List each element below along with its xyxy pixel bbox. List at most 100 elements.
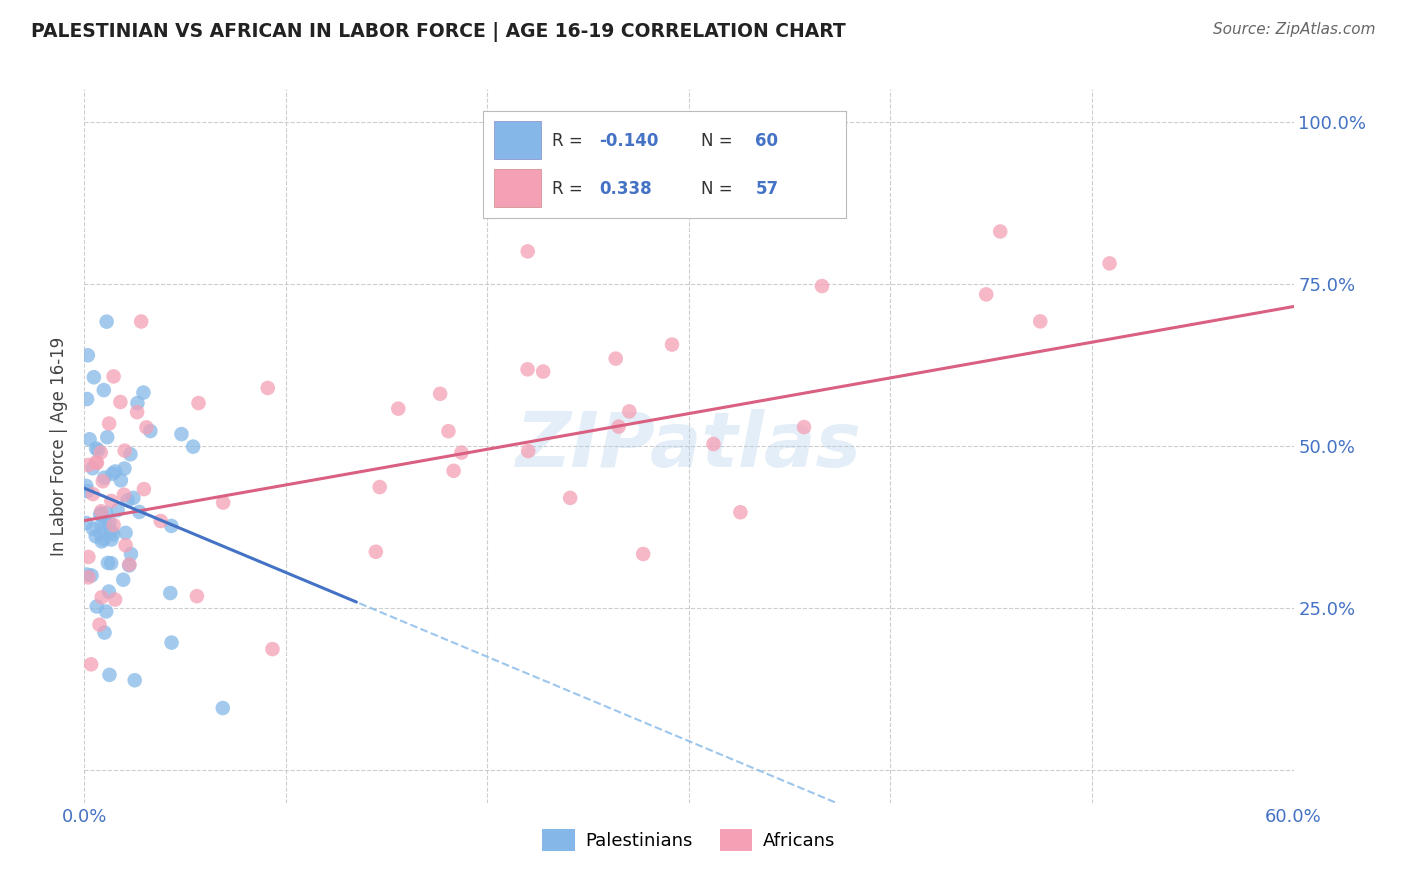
Palestinians	[75, 479, 97, 493]
Africans	[186, 589, 208, 603]
Palestinians	[97, 556, 120, 570]
Palestinians	[82, 522, 104, 536]
Palestinians	[118, 558, 141, 573]
Africans	[110, 395, 132, 409]
Palestinians	[98, 515, 121, 529]
Palestinians	[75, 516, 97, 530]
Palestinians	[112, 573, 135, 587]
Palestinians	[160, 635, 183, 649]
Africans	[103, 518, 125, 533]
Palestinians	[90, 518, 112, 533]
Africans	[104, 592, 127, 607]
Palestinians	[76, 484, 98, 499]
Africans	[89, 617, 111, 632]
Africans	[256, 381, 278, 395]
Africans	[90, 504, 112, 518]
Africans	[517, 444, 540, 458]
Africans	[114, 538, 136, 552]
Africans	[364, 545, 387, 559]
Africans	[811, 279, 834, 293]
Africans	[531, 365, 554, 379]
Palestinians	[90, 534, 112, 549]
Africans	[262, 642, 284, 657]
Africans	[129, 314, 152, 328]
Africans	[605, 351, 627, 366]
Africans	[100, 494, 122, 508]
Palestinians	[82, 461, 104, 475]
Palestinians	[127, 396, 149, 410]
Africans	[103, 369, 125, 384]
Palestinians	[128, 505, 150, 519]
Africans	[135, 420, 157, 434]
Africans	[429, 386, 451, 401]
Palestinians	[76, 348, 98, 362]
Palestinians	[100, 533, 122, 547]
Palestinians	[93, 471, 115, 485]
Palestinians	[122, 491, 145, 505]
Africans	[450, 445, 472, 459]
Africans	[82, 487, 104, 501]
Palestinians	[110, 474, 132, 488]
Africans	[114, 443, 136, 458]
Text: Source: ZipAtlas.com: Source: ZipAtlas.com	[1212, 22, 1375, 37]
Africans	[90, 591, 112, 605]
Palestinians	[97, 584, 120, 599]
Africans	[619, 404, 641, 418]
Palestinians	[139, 424, 162, 438]
Palestinians	[117, 493, 139, 508]
Africans	[187, 396, 209, 410]
Palestinians	[211, 701, 233, 715]
Africans	[118, 558, 141, 572]
Africans	[90, 445, 112, 459]
Palestinians	[90, 507, 112, 521]
Palestinians	[89, 508, 111, 522]
Africans	[443, 464, 465, 478]
Palestinians	[93, 625, 115, 640]
Africans	[98, 417, 121, 431]
Palestinians	[84, 529, 107, 543]
Africans	[661, 337, 683, 351]
Africans	[437, 424, 460, 438]
Text: ZIPatlas: ZIPatlas	[516, 409, 862, 483]
Africans	[793, 420, 815, 434]
Palestinians	[107, 503, 129, 517]
Palestinians	[96, 604, 118, 618]
Palestinians	[124, 673, 146, 688]
Africans	[84, 455, 107, 469]
Africans	[132, 482, 155, 496]
Palestinians	[114, 461, 136, 475]
Africans	[631, 547, 654, 561]
Africans	[91, 475, 114, 489]
Palestinians	[100, 524, 122, 539]
Legend: Palestinians, Africans: Palestinians, Africans	[534, 822, 844, 858]
Africans	[77, 549, 100, 564]
Palestinians	[120, 447, 142, 461]
Palestinians	[160, 519, 183, 533]
Palestinians	[76, 392, 98, 406]
Africans	[80, 657, 103, 672]
Palestinians	[80, 568, 103, 582]
Palestinians	[103, 527, 125, 541]
Africans	[387, 401, 409, 416]
Text: PALESTINIAN VS AFRICAN IN LABOR FORCE | AGE 16-19 CORRELATION CHART: PALESTINIAN VS AFRICAN IN LABOR FORCE | …	[31, 22, 845, 42]
Palestinians	[101, 467, 124, 481]
Africans	[77, 458, 100, 472]
Africans	[1098, 256, 1121, 270]
Africans	[127, 405, 149, 419]
Africans	[607, 419, 630, 434]
Palestinians	[93, 532, 115, 546]
Y-axis label: In Labor Force | Age 16-19: In Labor Force | Age 16-19	[51, 336, 69, 556]
Africans	[212, 495, 235, 509]
Africans	[368, 480, 391, 494]
Palestinians	[76, 567, 98, 582]
Africans	[702, 437, 724, 451]
Africans	[516, 362, 538, 376]
Africans	[730, 505, 752, 519]
Palestinians	[170, 427, 193, 442]
Palestinians	[120, 547, 142, 561]
Palestinians	[84, 442, 107, 456]
Palestinians	[132, 385, 155, 400]
Palestinians	[114, 525, 136, 540]
Palestinians	[96, 506, 118, 520]
Palestinians	[96, 315, 118, 329]
